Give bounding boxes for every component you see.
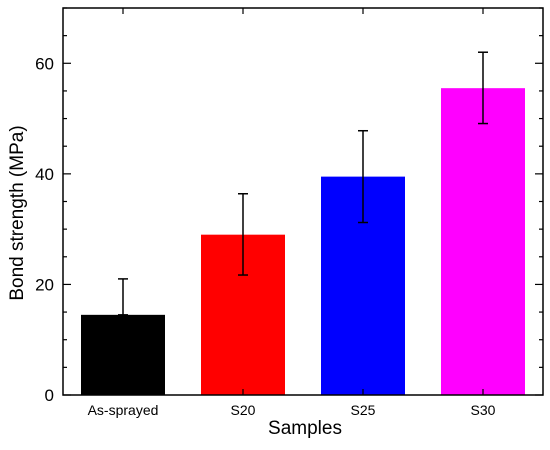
- plot-area: As-sprayed S20 S25 S30 0 20 40 60: [35, 7, 544, 418]
- y-tick-label: 40: [35, 165, 54, 184]
- y-axis-label: Bond strength (MPa): [7, 125, 28, 300]
- bar-s30: [441, 88, 525, 396]
- x-axis-label: Samples: [268, 418, 342, 439]
- plot-frame: [62, 7, 544, 396]
- bar-as-sprayed: [81, 314, 165, 395]
- x-tick-label: S20: [231, 402, 256, 418]
- x-tick-label: As-sprayed: [88, 402, 159, 418]
- y-tick-label: 20: [35, 275, 54, 294]
- x-tick-label: S30: [471, 402, 496, 418]
- y-tick-label: 60: [35, 54, 54, 73]
- y-tick-label: 0: [45, 386, 54, 405]
- x-tick-label: S25: [351, 402, 376, 418]
